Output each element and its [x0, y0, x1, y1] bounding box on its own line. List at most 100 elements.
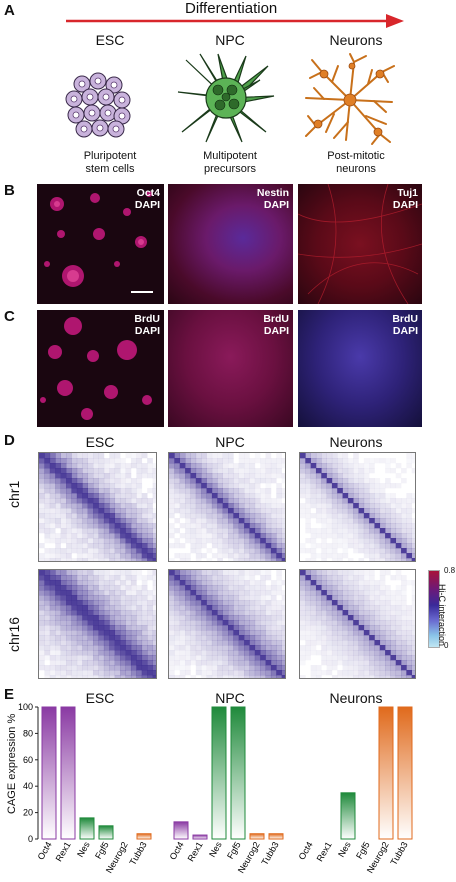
- hic-cell: [55, 488, 61, 494]
- hic-cell: [385, 538, 391, 544]
- hic-cell: [385, 655, 391, 661]
- hic-cell: [401, 630, 407, 636]
- hic-cell: [305, 590, 311, 596]
- hic-cell: [369, 610, 375, 616]
- hic-cell: [169, 488, 175, 494]
- hic-cell: [270, 553, 277, 559]
- hic-cell: [66, 453, 72, 459]
- hic-cell: [369, 538, 375, 544]
- hic-cell: [390, 528, 397, 534]
- hic-cell: [185, 508, 191, 514]
- hic-cell: [217, 580, 223, 586]
- hic-cell: [265, 453, 272, 459]
- hic-cell: [395, 498, 402, 504]
- hic-cell: [136, 595, 143, 601]
- hic-cell: [281, 610, 285, 616]
- hic-cell: [228, 543, 234, 549]
- hic-cell: [270, 655, 277, 661]
- hic-cell: [331, 548, 338, 554]
- hic-cell: [337, 483, 343, 489]
- hic-cell: [169, 478, 175, 484]
- hic-cell: [217, 635, 223, 641]
- hic-cell: [347, 590, 354, 596]
- hic-cell: [87, 580, 94, 586]
- hic-cell: [305, 453, 311, 459]
- hic-cell: [39, 503, 45, 509]
- hic-cell: [281, 670, 285, 676]
- hic-cell: [169, 605, 175, 611]
- hic-cell: [109, 523, 116, 529]
- hic-cell: [249, 473, 256, 479]
- micro-b-npc: Nestin DAPI: [168, 184, 293, 304]
- hic-cell: [76, 670, 83, 676]
- hic-cell: [93, 640, 99, 646]
- chart-title-npc: NPC: [215, 690, 245, 706]
- hic-cell: [201, 645, 207, 651]
- hic-cell: [141, 523, 148, 529]
- hic-cell: [76, 590, 83, 596]
- hic-cell: [147, 650, 153, 656]
- hic-cell: [169, 543, 175, 549]
- hic-cell: [315, 533, 322, 539]
- hic-cell: [358, 620, 365, 626]
- hic-cell: [270, 533, 277, 539]
- hic-cell: [363, 503, 370, 509]
- hic-cell: [217, 600, 223, 606]
- hic-cell: [103, 635, 110, 641]
- hic-cell: [201, 493, 207, 499]
- hic-cell: [260, 600, 266, 606]
- hic-cell: [201, 533, 207, 539]
- hic-cell: [379, 600, 386, 606]
- hic-cell: [369, 513, 375, 519]
- hic-cell: [326, 503, 333, 509]
- hic-cell: [93, 533, 99, 539]
- hic-cell: [130, 585, 137, 591]
- hic-cell: [174, 600, 181, 606]
- hic-cell: [147, 610, 153, 616]
- hic-cell: [141, 473, 148, 479]
- hic-cell: [310, 575, 317, 581]
- hic-cell: [347, 538, 354, 544]
- hic-cell: [276, 533, 282, 539]
- hic-cell: [363, 513, 370, 519]
- hic-cell: [233, 600, 240, 606]
- hic-cell: [276, 660, 282, 666]
- hic-cell: [71, 590, 78, 596]
- hic-cell: [141, 553, 148, 559]
- hic-cell: [331, 605, 338, 611]
- hic-cell: [39, 660, 45, 666]
- hic-cell: [281, 523, 285, 529]
- hic-cell: [342, 478, 349, 484]
- hic-cell: [93, 650, 99, 656]
- hic-cell: [60, 640, 67, 646]
- hic-cell: [93, 458, 99, 464]
- hic-cell: [233, 640, 240, 646]
- hic-cell: [358, 558, 365, 561]
- hic-cell: [249, 528, 256, 534]
- hic-cell: [238, 548, 245, 554]
- hic-cell: [276, 600, 282, 606]
- hic-cell: [136, 553, 143, 559]
- hic-cell: [369, 650, 375, 656]
- hic-cell: [281, 463, 285, 469]
- hic-cell: [222, 473, 229, 479]
- hic-cell: [93, 635, 99, 641]
- hic-cell: [66, 635, 72, 641]
- hic-cell: [347, 605, 354, 611]
- hic-cell: [185, 518, 191, 524]
- hic-cell: [211, 478, 218, 484]
- hic-cell: [249, 585, 256, 591]
- hic-cell: [179, 488, 186, 494]
- hic-cell: [363, 508, 370, 514]
- hic-cell: [395, 518, 402, 524]
- hic-cell: [130, 645, 137, 651]
- hic-cell: [87, 650, 94, 656]
- hic-cell: [358, 650, 365, 656]
- hic-cell: [44, 650, 51, 656]
- hic-cell: [347, 488, 354, 494]
- hic-cell: [152, 600, 156, 606]
- hic-cell: [125, 533, 132, 539]
- hic-cell: [206, 468, 213, 474]
- hic-cell: [379, 518, 386, 524]
- hic-cell: [114, 523, 121, 529]
